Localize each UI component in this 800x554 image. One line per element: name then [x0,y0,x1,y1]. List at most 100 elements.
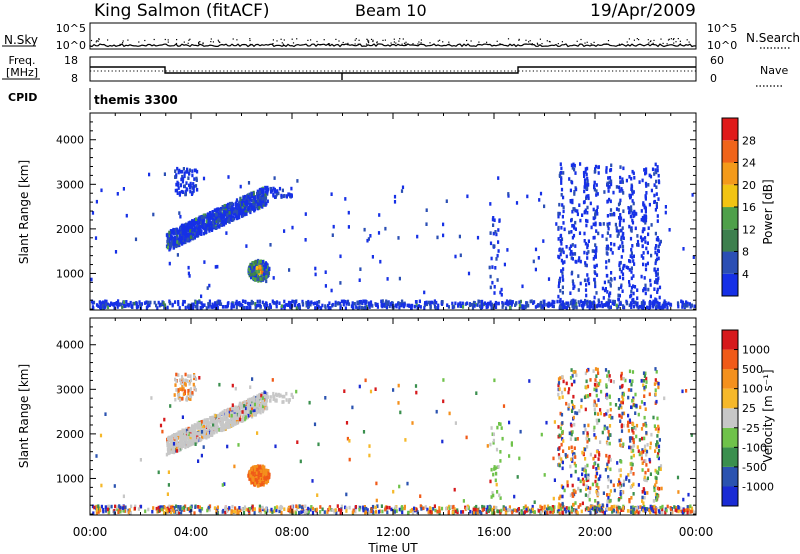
range-cell [249,406,252,410]
range-cell [619,216,623,221]
range-cell [244,415,247,419]
range-cell [155,303,158,308]
range-cell [597,171,600,175]
range-cell [562,278,565,282]
range-cell [386,510,389,515]
range-cell [221,510,224,514]
range-cell [175,188,179,193]
range-cell [265,480,268,485]
range-cell [593,170,596,174]
range-cell [652,507,655,511]
range-cell [632,297,635,302]
range-cell [256,270,259,274]
range-cell [532,259,535,264]
range-cell [184,445,187,450]
range-cell [170,446,173,451]
noise-search-dot [95,41,97,43]
range-cell [591,504,594,509]
range-cell [202,434,206,439]
noise-search-dot [549,41,551,43]
range-cell [267,306,271,310]
noise-search-dot [90,39,93,42]
range-cell [205,306,208,310]
range-cell [247,473,250,478]
noise-search-dot [283,39,285,41]
range-cell [630,276,633,281]
range-cell [630,184,633,189]
range-cell [607,176,610,180]
range-cell [206,508,209,513]
range-cell [600,300,603,305]
range-cell [682,247,685,251]
range-cell [415,300,418,304]
range-cell [187,176,190,180]
noise-search-dot [249,39,251,42]
range-cell [684,508,687,513]
range-cell [622,166,625,171]
range-cell [173,393,176,397]
range-cell [686,508,689,512]
range-cell [496,278,499,282]
range-cell [255,397,258,402]
range-cell [232,509,235,514]
range-cell [385,301,388,306]
range-cell [184,381,187,386]
range-cell [441,300,444,304]
range-cell [595,273,599,277]
range-cell [166,447,169,451]
range-cell [593,255,596,259]
range-cell [216,223,219,227]
range-cell [101,300,105,305]
range-cell [546,510,549,515]
range-cell [254,278,257,282]
range-cell [224,413,228,417]
range-cell [557,214,560,219]
range-cell [167,235,170,240]
range-cell [610,212,613,217]
range-cell [584,167,587,171]
range-cell [205,230,208,234]
range-cell [578,303,581,307]
range-cell [249,474,252,478]
range-cell [221,419,224,423]
range-cell [177,430,180,435]
range-cell [632,284,635,288]
range-cell [486,505,489,509]
noise-search-dot [667,39,670,41]
range-cell [400,189,404,193]
range-cell [247,181,251,185]
range-cell [132,301,135,306]
range-cell [167,436,170,441]
range-cell [530,299,533,303]
range-cell [393,507,396,512]
noise-search-dot [586,41,588,43]
range-cell [186,507,189,511]
range-cell [648,202,651,207]
range-cell [512,508,515,512]
range-cell [429,305,432,310]
range-cell [177,393,181,397]
range-cell [591,249,594,253]
range-cell [432,507,435,511]
range-cell [644,236,647,240]
range-cell [256,191,259,196]
range-cell [407,511,410,515]
range-cell [106,507,109,512]
range-cell [565,245,568,249]
range-cell [685,303,688,308]
range-cell [507,192,510,196]
range-cell [249,196,252,201]
range-cell [211,220,215,224]
range-cell [288,398,291,402]
range-cell [179,214,182,219]
range-cell [237,214,240,218]
range-cell [168,230,171,235]
range-cell [248,273,251,278]
range-cell [237,406,240,410]
range-cell [252,471,255,476]
range-cell [586,183,590,187]
range-cell [464,302,467,306]
range-cell [241,202,244,207]
range-cell [196,302,199,307]
range-cell [170,244,173,248]
